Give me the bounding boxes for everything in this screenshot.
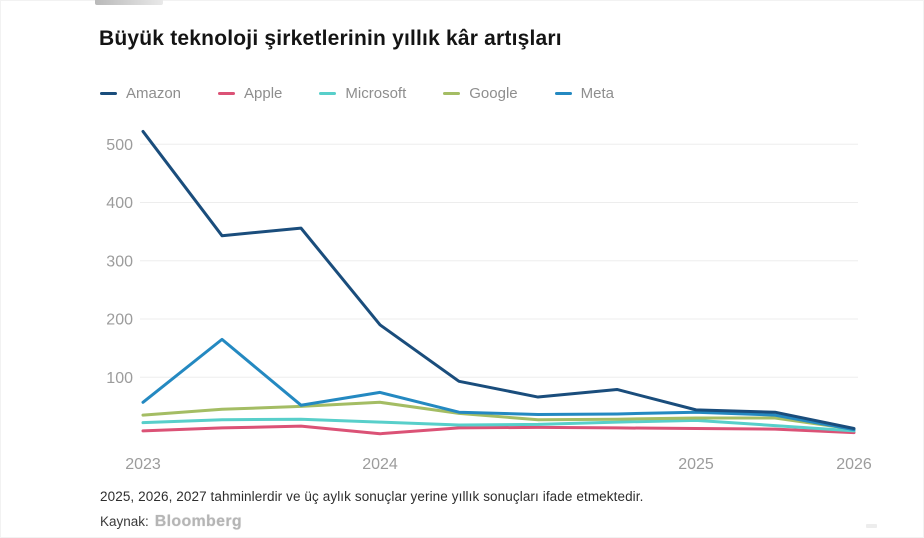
legend-item-apple[interactable]: Apple [218,85,282,102]
y-tick-label: 500 [106,137,133,154]
legend-swatch-apple [218,91,236,96]
x-tick-label-2026: 2026 [836,456,872,473]
series-line-apple [141,424,856,436]
legend-item-amazon[interactable]: Amazon [100,85,181,102]
legend-label: Amazon [126,85,182,102]
y-tick-label: 400 [106,195,133,212]
legend-label: Google [469,85,518,102]
top-left-logo-bar [95,0,163,5]
series-line-google [141,400,856,431]
chart-title: Büyük teknoloji şirketlerinin yıllık kâr… [99,27,562,50]
legend-label: Meta [580,85,614,102]
legend-item-meta[interactable]: Meta [554,85,614,102]
y-tick-label: 200 [106,312,133,329]
legend-item-google[interactable]: Google [443,85,518,102]
source-label: Kaynak: [100,514,149,529]
legend-swatch-google [443,91,461,96]
legend-swatch-meta [554,91,572,96]
legend-swatch-microsoft [319,91,337,96]
y-tick-label: 100 [106,370,133,387]
x-tick-label-2023: 2023 [125,456,161,473]
series-line-microsoft [141,417,856,433]
chart-legend: Amazon Apple Microsoft Google Meta [100,85,614,102]
legend-swatch-amazon [100,91,117,96]
legend-label: Microsoft [345,85,407,102]
legend-item-microsoft[interactable]: Microsoft [319,85,406,102]
series-line-meta [141,337,856,432]
bottom-right-mark [866,524,877,528]
x-tick-label-2024: 2024 [362,456,398,473]
x-tick-label-2025: 2025 [678,456,714,473]
chart-footnote: 2025, 2026, 2027 tahminlerdir ve üç aylı… [100,489,644,504]
source-name: Bloomberg [154,513,242,530]
legend-label: Apple [244,85,283,102]
source-line: Kaynak: Bloomberg [100,513,242,531]
y-tick-label: 300 [106,253,133,270]
series-line-amazon [141,129,856,431]
